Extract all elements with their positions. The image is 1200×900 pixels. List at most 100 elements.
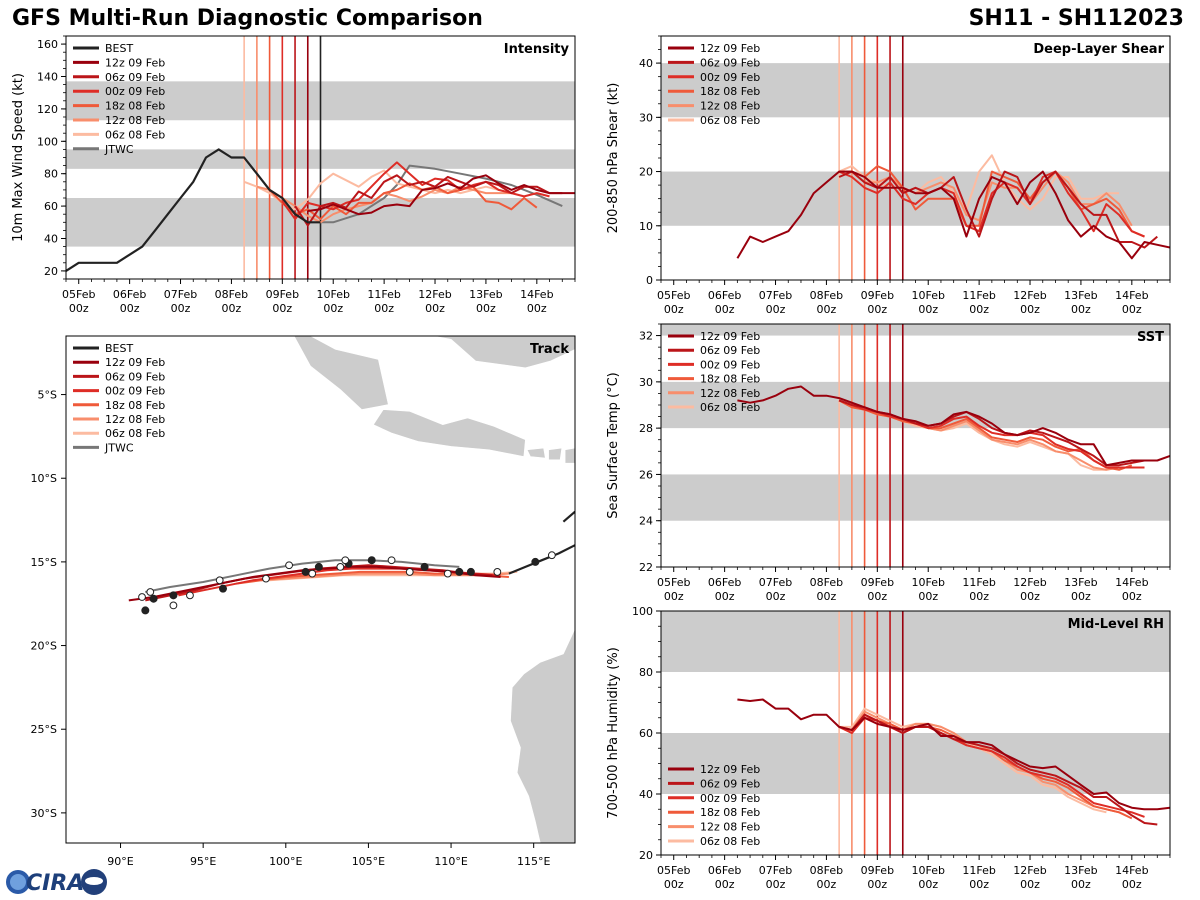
track-point-open <box>387 556 396 565</box>
land-mass <box>372 409 526 457</box>
y-tick-label: 15°S <box>31 556 57 569</box>
y-axis-label: 10m Max Wind Speed (kt) <box>11 73 26 242</box>
series-06z-08-feb <box>839 707 1107 814</box>
x-tick-label-hour: 00z <box>1071 590 1091 603</box>
page-title: GFS Multi-Run Diagnostic Comparison <box>12 6 483 31</box>
x-tick-label-hour: 00z <box>969 878 989 891</box>
legend-label: 06z 08 Feb <box>700 114 760 127</box>
x-tick-label-hour: 00z <box>867 878 887 891</box>
legend-label: 00z 09 Feb <box>700 358 760 371</box>
track-point-filled <box>367 556 376 565</box>
x-tick-label-hour: 00z <box>817 878 837 891</box>
x-tick-label-hour: 00z <box>715 303 735 316</box>
panel-title: Track <box>530 342 569 357</box>
y-axis-label: Sea Surface Temp (°C) <box>606 372 621 519</box>
track-point-open <box>443 569 452 578</box>
storm-id: SH11 - SH112023 <box>968 6 1184 31</box>
legend-label: 12z 08 Feb <box>105 413 165 426</box>
track-point-open <box>308 569 317 578</box>
y-tick-label: 40 <box>44 233 58 246</box>
legend-label: 06z 09 Feb <box>700 777 760 790</box>
y-axis-label: 700-500 hPa Humidity (%) <box>606 647 621 819</box>
series-best <box>66 148 321 272</box>
legend-label: 12z 09 Feb <box>105 356 165 369</box>
x-tick-label-hour: 00z <box>1122 303 1142 316</box>
x-tick-label: 105°E <box>352 855 385 868</box>
x-tick-label-date: 05Feb <box>657 864 690 877</box>
y-tick-label: 26 <box>639 468 653 481</box>
x-tick-label-date: 09Feb <box>861 576 894 589</box>
x-tick-label-date: 08Feb <box>810 864 843 877</box>
legend-label: 18z 08 Feb <box>700 373 760 386</box>
y-tick-label: 160 <box>37 38 58 51</box>
legend-label: JTWC <box>104 143 134 156</box>
shade-band <box>661 611 1170 672</box>
x-tick-label-hour: 00z <box>664 303 684 316</box>
x-tick-label: 115°E <box>517 855 550 868</box>
axes-frame <box>660 323 1171 568</box>
legend-label: 18z 08 Feb <box>700 85 760 98</box>
series-06z-09-feb <box>838 170 1158 249</box>
x-tick-label-hour: 00z <box>867 590 887 603</box>
track-point-filled <box>455 567 464 576</box>
y-tick-label: 30 <box>639 111 653 124</box>
track-point-filled <box>169 591 178 600</box>
logo-text: CIRA <box>26 871 84 896</box>
series-06z-09-feb <box>294 174 563 227</box>
x-tick-label-hour: 00z <box>969 303 989 316</box>
x-tick-label-date: 12Feb <box>1013 864 1046 877</box>
y-tick-label: 40 <box>639 57 653 70</box>
x-tick-label-date: 11Feb <box>367 288 400 301</box>
y-tick-label: 20 <box>44 265 58 278</box>
track-point-open <box>405 568 414 576</box>
x-tick-label-hour: 00z <box>918 590 938 603</box>
legend-label: 12z 09 Feb <box>700 42 760 55</box>
legend-label: 06z 09 Feb <box>105 71 165 84</box>
track-point-open <box>186 591 194 600</box>
track-point-open <box>285 561 294 570</box>
track-point-open <box>215 576 224 585</box>
panel-sst: 22242628303205Feb00z06Feb00z07Feb00z08Fe… <box>606 323 1171 603</box>
series-12z-09-feb <box>736 170 1170 260</box>
x-tick-label-date: 08Feb <box>810 576 843 589</box>
y-tick-label: 0 <box>646 274 653 287</box>
panel-title: Deep-Layer Shear <box>1033 42 1164 57</box>
legend-label: 18z 08 Feb <box>700 806 760 819</box>
x-tick-label-hour: 00z <box>1071 878 1091 891</box>
y-tick-label: 22 <box>639 561 653 574</box>
track-point-filled <box>531 557 540 566</box>
x-tick-label-hour: 00z <box>664 878 684 891</box>
track-point-open <box>336 563 345 571</box>
x-tick-label-hour: 00z <box>817 590 837 603</box>
track-point-filled <box>466 567 475 576</box>
legend-label: 06z 08 Feb <box>105 427 165 440</box>
track-point-filled <box>420 562 429 571</box>
x-tick-label-hour: 00z <box>715 878 735 891</box>
x-tick-label-date: 14Feb <box>1115 289 1148 302</box>
x-tick-label: 90°E <box>107 855 133 868</box>
x-tick-label-date: 06Feb <box>113 288 146 301</box>
y-tick-label: 10°S <box>31 472 57 485</box>
y-tick-label: 60 <box>44 200 58 213</box>
y-tick-label: 60 <box>639 727 653 740</box>
axes-frame <box>660 35 1171 281</box>
track-point-open <box>493 568 502 576</box>
legend-label: 18z 08 Feb <box>105 100 165 113</box>
land-mass <box>432 336 575 369</box>
x-tick-label-hour: 00z <box>425 302 445 315</box>
x-tick-label-hour: 00z <box>222 302 242 315</box>
legend-label: BEST <box>105 342 133 355</box>
axes-frame <box>65 35 576 280</box>
panel-title: Intensity <box>504 42 570 57</box>
plot-area <box>128 336 575 843</box>
y-tick-label: 120 <box>37 103 58 116</box>
x-tick-label-hour: 00z <box>1020 303 1040 316</box>
x-tick-label-hour: 00z <box>1122 878 1142 891</box>
x-tick-label-hour: 00z <box>1122 590 1142 603</box>
x-tick-label-date: 08Feb <box>215 288 248 301</box>
x-tick-label-date: 12Feb <box>1013 576 1046 589</box>
panel-title: SST <box>1137 330 1164 345</box>
